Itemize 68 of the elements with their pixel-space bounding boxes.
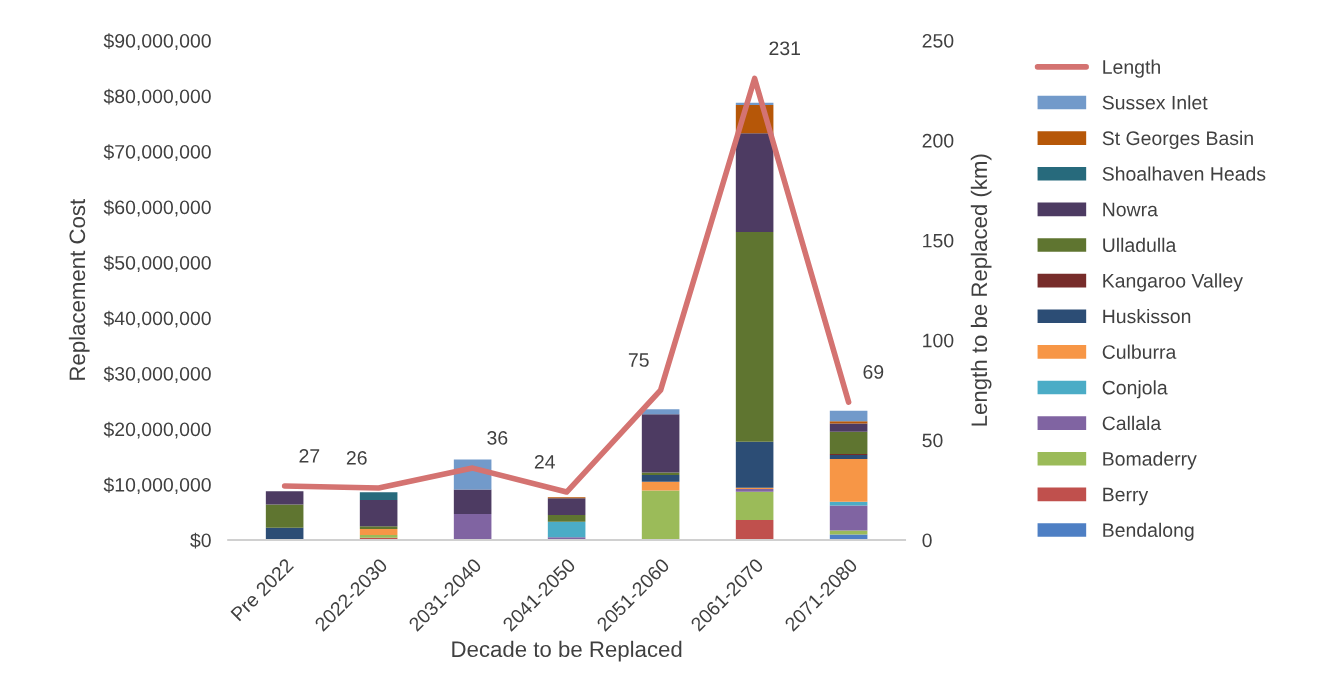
y-tick-label: $30,000,000 — [103, 366, 211, 384]
bar — [829, 501, 868, 506]
data-label: 69 — [863, 365, 884, 379]
legend-label: Callala — [1102, 415, 1162, 431]
data-label: 75 — [628, 353, 649, 367]
legend-label: Length — [1103, 59, 1160, 78]
bar — [359, 526, 398, 529]
bar — [829, 458, 868, 502]
bar — [265, 491, 304, 505]
bar — [359, 492, 398, 501]
bar — [829, 423, 868, 432]
bar — [641, 481, 680, 491]
y-tick-label: $80,000,000 — [103, 88, 211, 106]
y-tick-label: $0 — [190, 532, 211, 549]
bar — [641, 490, 680, 539]
legend-label: Nowra — [1103, 202, 1158, 217]
y-tick-label: $50,000,000 — [103, 255, 211, 273]
bar — [829, 505, 868, 531]
bar — [735, 441, 774, 488]
bar — [829, 410, 868, 422]
bar — [829, 431, 868, 454]
legend-label: Ulladulla — [1103, 237, 1177, 253]
x-axis-title: Decade to be Replaced — [452, 640, 682, 662]
legend-label: Berry — [1103, 487, 1149, 506]
bar — [735, 491, 774, 521]
y-tick-label: $20,000,000 — [103, 421, 211, 439]
y-tick-label: $70,000,000 — [103, 144, 211, 162]
bar — [547, 521, 586, 538]
bar — [641, 409, 680, 415]
legend-label: Kangaroo Valley — [1103, 273, 1243, 292]
bar — [359, 528, 398, 535]
bar — [735, 133, 774, 232]
bar — [547, 498, 586, 516]
legend-label: Bendalong — [1103, 522, 1194, 541]
legend-label: St Georges Basin — [1102, 130, 1253, 149]
legend-label: Shoalhaven Heads — [1102, 166, 1266, 181]
bar — [547, 515, 586, 522]
bar — [735, 231, 774, 442]
y-tick-label: $40,000,000 — [103, 310, 211, 328]
bar — [641, 414, 680, 473]
y2-tick-label: 50 — [922, 433, 943, 448]
data-label: 27 — [299, 449, 320, 463]
bar — [265, 504, 304, 528]
data-label: 36 — [487, 431, 508, 445]
bar — [359, 500, 398, 527]
y-axis-title: Replacement Cost — [68, 199, 90, 380]
bar — [265, 527, 304, 539]
legend-label: Bomaderry — [1103, 451, 1197, 470]
y2-tick-label: 100 — [923, 333, 954, 348]
bar — [735, 520, 774, 540]
data-label: 231 — [769, 41, 800, 56]
bar — [453, 513, 492, 540]
legend-label: Sussex Inlet — [1102, 95, 1208, 110]
y2-axis-title: Length to be Replaced (km) — [970, 154, 992, 426]
bar — [641, 475, 680, 482]
data-label: 24 — [534, 454, 555, 469]
data-label: 26 — [346, 451, 367, 465]
y2-tick-label: 0 — [922, 533, 932, 548]
y-tick-label: $10,000,000 — [103, 477, 211, 495]
legend-label: Huskisson — [1103, 308, 1191, 324]
y-tick-label: $60,000,000 — [103, 199, 211, 217]
legend-label: Culburra — [1102, 344, 1177, 359]
bar — [453, 489, 492, 514]
y-tick-label: $90,000,000 — [103, 33, 211, 51]
y2-tick-label: 200 — [922, 133, 954, 148]
y2-tick-label: 250 — [922, 33, 954, 48]
legend-label: Conjola — [1102, 380, 1168, 399]
y2-tick-label: 150 — [923, 233, 954, 248]
